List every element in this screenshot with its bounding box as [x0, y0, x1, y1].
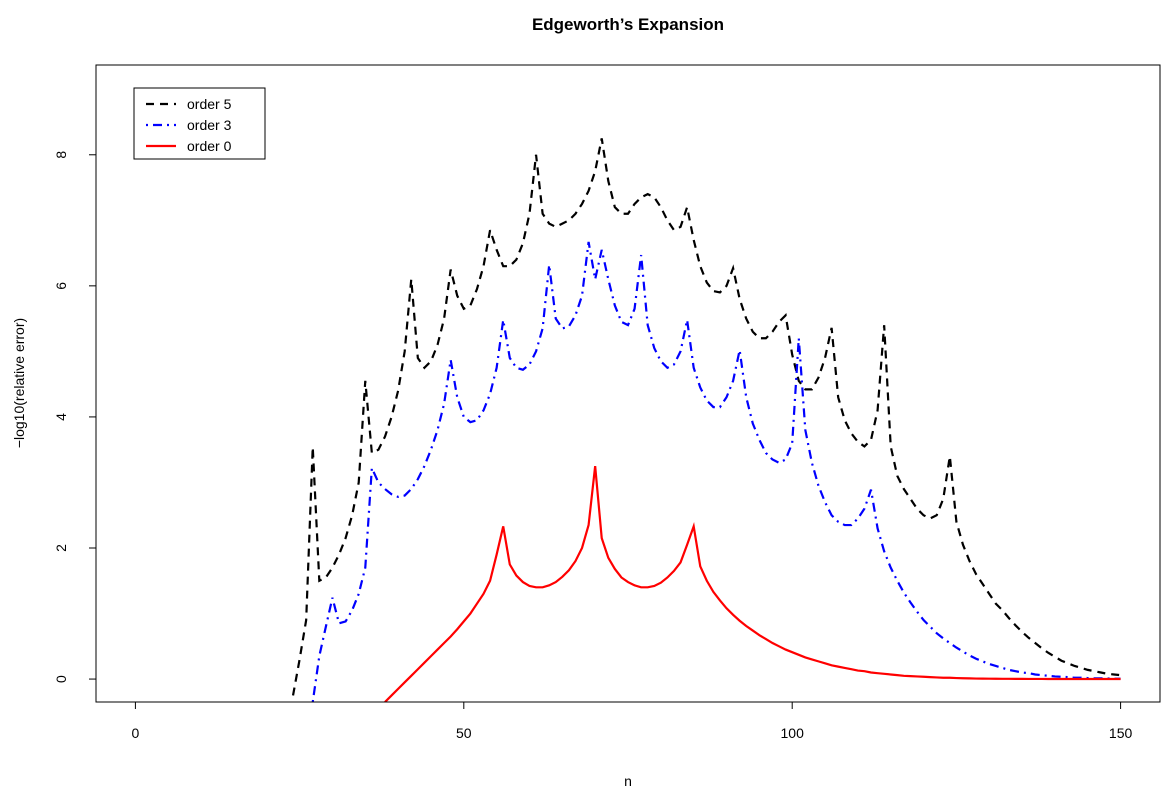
x-tick-label: 100	[781, 725, 805, 741]
y-tick-label: 2	[53, 544, 69, 552]
y-tick-label: 4	[53, 413, 69, 421]
x-tick-label: 0	[132, 725, 140, 741]
y-axis-label: −log10(relative error)	[11, 318, 27, 448]
legend-box	[133, 87, 266, 160]
plot-area	[291, 138, 1121, 702]
y-tick-label: 6	[53, 282, 69, 290]
series-line	[384, 465, 1121, 702]
series-line	[291, 138, 1121, 696]
legend-label: order 0	[187, 138, 232, 154]
chart-title: Edgeworth’s Expansion	[532, 15, 724, 34]
y-tick-label: 8	[53, 151, 69, 159]
x-axis-label: n	[624, 773, 632, 789]
y-tick-label: 0	[53, 675, 69, 683]
series-line	[311, 241, 1121, 702]
x-tick-label: 150	[1109, 725, 1133, 741]
legend-label: order 3	[187, 117, 232, 133]
legend-label: order 5	[187, 96, 232, 112]
x-tick-label: 50	[456, 725, 472, 741]
plot-box	[95, 64, 1161, 703]
